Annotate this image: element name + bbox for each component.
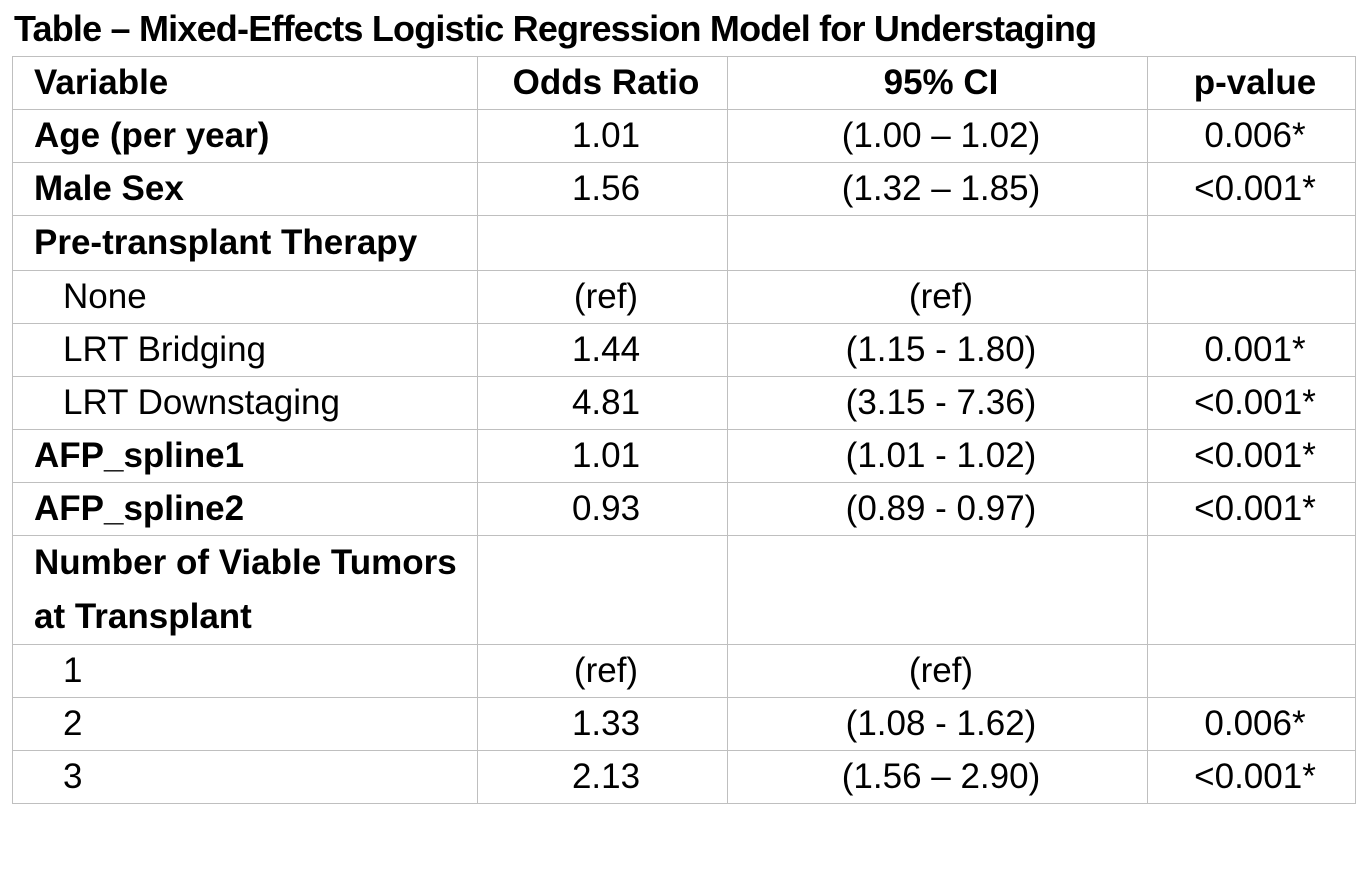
- p-value-cell: [1147, 644, 1356, 698]
- p-value-cell: <0.001*: [1147, 376, 1356, 430]
- ci-cell: (ref): [727, 270, 1148, 324]
- p-value-cell: <0.001*: [1147, 429, 1356, 483]
- variable-cell: AFP_spline2: [12, 482, 478, 536]
- p-value-cell: <0.001*: [1147, 750, 1356, 804]
- table-row: 2 1.33 (1.08 - 1.62) 0.006*: [12, 697, 1356, 751]
- p-value-cell: <0.001*: [1147, 482, 1356, 536]
- ci-cell: (1.56 – 2.90): [727, 750, 1148, 804]
- p-value-cell: [1147, 215, 1356, 271]
- ci-cell: [727, 215, 1148, 271]
- table-row: None (ref) (ref): [12, 270, 1356, 324]
- p-value-cell: 0.006*: [1147, 697, 1356, 751]
- variable-cell: Pre-transplant Therapy: [12, 215, 478, 271]
- table-row: 3 2.13 (1.56 – 2.90) <0.001*: [12, 750, 1356, 804]
- p-value-cell: 0.006*: [1147, 109, 1356, 163]
- variable-cell: AFP_spline1: [12, 429, 478, 483]
- table-row: AFP_spline1 1.01 (1.01 - 1.02) <0.001*: [12, 429, 1356, 483]
- odds-ratio-cell: 1.56: [477, 162, 728, 216]
- p-value-cell: <0.001*: [1147, 162, 1356, 216]
- ci-cell: (0.89 - 0.97): [727, 482, 1148, 536]
- variable-cell: 2: [12, 697, 478, 751]
- table-row: 1 (ref) (ref): [12, 644, 1356, 698]
- table-row: AFP_spline2 0.93 (0.89 - 0.97) <0.001*: [12, 482, 1356, 536]
- table-caption: Table – Mixed-Effects Logistic Regressio…: [14, 8, 1097, 49]
- odds-ratio-cell: [477, 215, 728, 271]
- header-variable: Variable: [12, 56, 478, 110]
- header-p-value: p-value: [1147, 56, 1356, 110]
- odds-ratio-cell: 1.01: [477, 109, 728, 163]
- table-row: Number of Viable Tumors at Transplant: [12, 535, 1356, 645]
- ci-cell: (1.01 - 1.02): [727, 429, 1148, 483]
- variable-cell: LRT Downstaging: [12, 376, 478, 430]
- odds-ratio-cell: 4.81: [477, 376, 728, 430]
- variable-cell: LRT Bridging: [12, 323, 478, 377]
- regression-table: Variable Odds Ratio 95% CI p-value Age (…: [12, 56, 1356, 804]
- p-value-cell: [1147, 270, 1356, 324]
- variable-cell: None: [12, 270, 478, 324]
- header-ci: 95% CI: [727, 56, 1148, 110]
- table-row: LRT Bridging 1.44 (1.15 - 1.80) 0.001*: [12, 323, 1356, 377]
- table-row: Male Sex 1.56 (1.32 – 1.85) <0.001*: [12, 162, 1356, 216]
- odds-ratio-cell: 1.33: [477, 697, 728, 751]
- ci-cell: [727, 535, 1148, 645]
- p-value-cell: 0.001*: [1147, 323, 1356, 377]
- variable-cell: Male Sex: [12, 162, 478, 216]
- ci-cell: (1.15 - 1.80): [727, 323, 1148, 377]
- odds-ratio-cell: [477, 535, 728, 645]
- odds-ratio-cell: 1.01: [477, 429, 728, 483]
- header-row: Variable Odds Ratio 95% CI p-value: [12, 56, 1356, 110]
- ci-cell: (1.00 – 1.02): [727, 109, 1148, 163]
- table-row: LRT Downstaging 4.81 (3.15 - 7.36) <0.00…: [12, 376, 1356, 430]
- variable-cell: Number of Viable Tumors at Transplant: [12, 535, 478, 645]
- p-value-cell: [1147, 535, 1356, 645]
- odds-ratio-cell: 2.13: [477, 750, 728, 804]
- ci-cell: (ref): [727, 644, 1148, 698]
- ci-cell: (3.15 - 7.36): [727, 376, 1148, 430]
- odds-ratio-cell: (ref): [477, 270, 728, 324]
- odds-ratio-cell: 1.44: [477, 323, 728, 377]
- variable-cell: 3: [12, 750, 478, 804]
- table-row: Age (per year) 1.01 (1.00 – 1.02) 0.006*: [12, 109, 1356, 163]
- odds-ratio-cell: (ref): [477, 644, 728, 698]
- variable-cell: Age (per year): [12, 109, 478, 163]
- header-odds-ratio: Odds Ratio: [477, 56, 728, 110]
- ci-cell: (1.32 – 1.85): [727, 162, 1148, 216]
- variable-cell: 1: [12, 644, 478, 698]
- odds-ratio-cell: 0.93: [477, 482, 728, 536]
- ci-cell: (1.08 - 1.62): [727, 697, 1148, 751]
- table-row: Pre-transplant Therapy: [12, 215, 1356, 271]
